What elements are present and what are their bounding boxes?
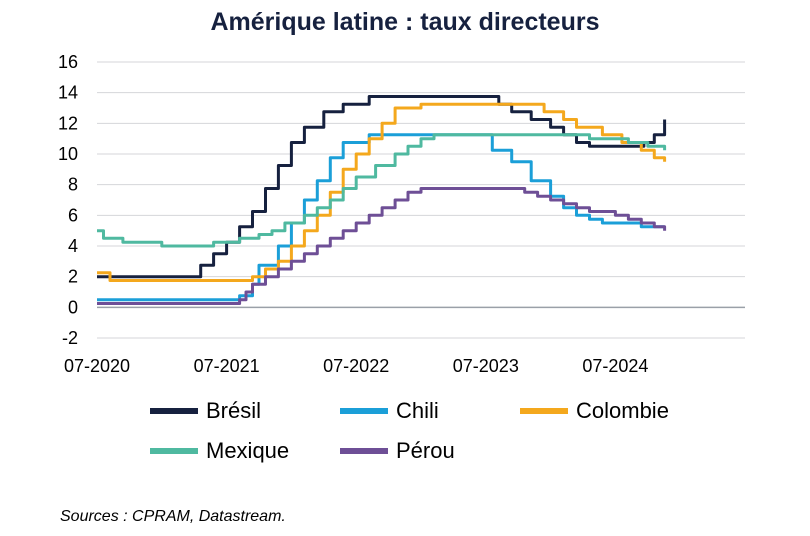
series-line-colombie (97, 102, 667, 282)
y-tick-label: 10 (58, 144, 78, 164)
y-tick-label: 2 (68, 267, 78, 287)
y-tick-label: 0 (68, 297, 78, 317)
x-tick-label: 07-2024 (582, 356, 648, 376)
series-line-perou (97, 187, 667, 305)
y-tick-label: 8 (68, 175, 78, 195)
legend-item-chili: Chili (340, 398, 439, 424)
x-axis-ticks: 07-2020 07-2021 07-2022 07-2023 07-2024 (64, 356, 648, 376)
legend-swatch-chili (340, 408, 388, 414)
y-tick-label: 12 (58, 113, 78, 133)
y-tick-label: -2 (62, 328, 78, 348)
legend-label-bresil: Brésil (206, 398, 262, 423)
y-tick-label: 14 (58, 83, 78, 103)
series-line-mexique (97, 133, 667, 248)
x-tick-label: 07-2021 (194, 356, 260, 376)
legend-item-bresil: Brésil (150, 398, 261, 424)
legend-label-mexique: Mexique (206, 438, 290, 463)
legend-item-colombie: Colombie (520, 398, 669, 424)
legend-swatch-perou (340, 448, 388, 454)
source-note: Sources : CPRAM, Datastream. (60, 508, 286, 525)
legend: Brésil Chili Colombie Mexique Pérou (150, 398, 750, 478)
legend-label-colombie: Colombie (576, 398, 669, 423)
gridlines (97, 61, 745, 339)
series-line-chili (97, 133, 665, 302)
legend-swatch-colombie (520, 408, 568, 414)
y-tick-label: 16 (58, 52, 78, 72)
x-tick-label: 07-2023 (453, 356, 519, 376)
x-tick-label: 07-2020 (64, 356, 130, 376)
legend-item-mexique: Mexique (150, 438, 289, 464)
y-tick-label: 6 (68, 205, 78, 225)
legend-item-perou: Pérou (340, 438, 455, 464)
legend-swatch-mexique (150, 448, 198, 454)
y-axis-ticks: 16 14 12 10 8 6 4 2 0 -2 (58, 52, 78, 348)
legend-swatch-bresil (150, 408, 198, 414)
y-tick-label: 4 (68, 236, 78, 256)
chart-title: Amérique latine : taux directeurs (210, 8, 600, 36)
series-lines (97, 95, 667, 305)
x-tick-label: 07-2022 (323, 356, 389, 376)
legend-label-perou: Pérou (396, 438, 455, 463)
legend-label-chili: Chili (396, 398, 439, 423)
